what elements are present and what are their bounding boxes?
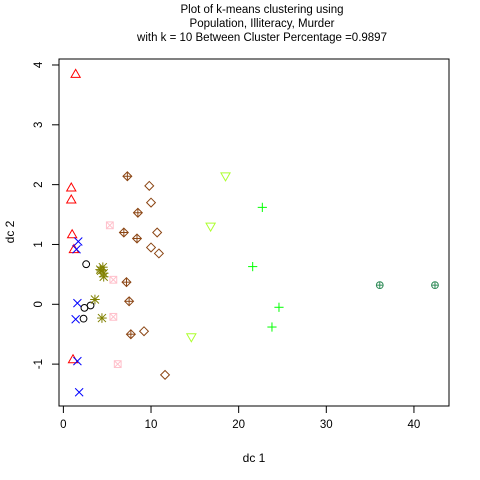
data-point [97,313,107,323]
x-axis: 0 10 20 30 40 [60,405,421,431]
data-point [105,221,114,230]
data-point [132,207,143,218]
data-point [122,171,133,182]
data-point [109,275,118,284]
data-point [71,314,81,324]
data-point [72,244,81,254]
data-point [98,271,109,282]
data-point [152,227,163,238]
data-point [138,326,150,337]
data-point [431,281,439,290]
data-point [86,301,95,310]
x-tick-label: 40 [408,419,421,431]
data-point [73,237,83,246]
y-axis: -1 0 1 2 3 4 [33,61,60,369]
data-point [248,262,258,272]
y-tick-label: -1 [33,359,45,369]
data-point [90,294,100,305]
y-tick-label: 4 [33,61,45,68]
data-point [145,197,157,208]
x-tick-label: 0 [60,419,66,431]
data-point [73,356,82,366]
data-point [267,322,277,332]
y-tick-label: 2 [33,181,45,187]
data-point [67,353,79,364]
data-point [131,233,143,244]
y-tick-label: 1 [33,241,45,247]
data-point [74,387,84,397]
data-point [121,277,132,288]
y-tick-label: 0 [33,301,45,307]
data-point [109,312,118,321]
data-point [73,298,82,308]
data-point [65,193,77,204]
x-axis-label: dc 1 [243,451,266,465]
x-tick-label: 20 [232,419,245,431]
data-point [159,369,171,380]
data-point [375,281,384,290]
data-points [65,68,439,397]
data-point [257,202,267,212]
data-point [82,260,91,269]
data-point [79,314,88,323]
data-point [66,228,78,239]
data-point [65,182,77,192]
y-tick-label: 3 [33,122,45,128]
data-point [113,360,122,369]
chart-title-line-3: with k = 10 Between Cluster Percentage =… [136,32,387,44]
data-point [145,242,157,253]
data-point [153,248,165,259]
data-point [125,329,136,340]
data-point [144,180,155,191]
data-point [220,172,231,182]
data-point [118,227,129,238]
data-point [185,333,197,343]
x-tick-label: 30 [320,419,333,431]
data-point [274,302,284,312]
y-axis-label: dc 2 [3,220,17,243]
chart-title-line-1: Plot of k-means clustering using [181,4,344,16]
chart-title-line-2: Population, Illiteracy, Murder [190,18,335,30]
data-point [70,68,82,78]
plot-area-frame [58,58,450,407]
x-tick-label: 10 [145,419,158,431]
data-point [205,222,217,233]
data-point [124,296,135,307]
